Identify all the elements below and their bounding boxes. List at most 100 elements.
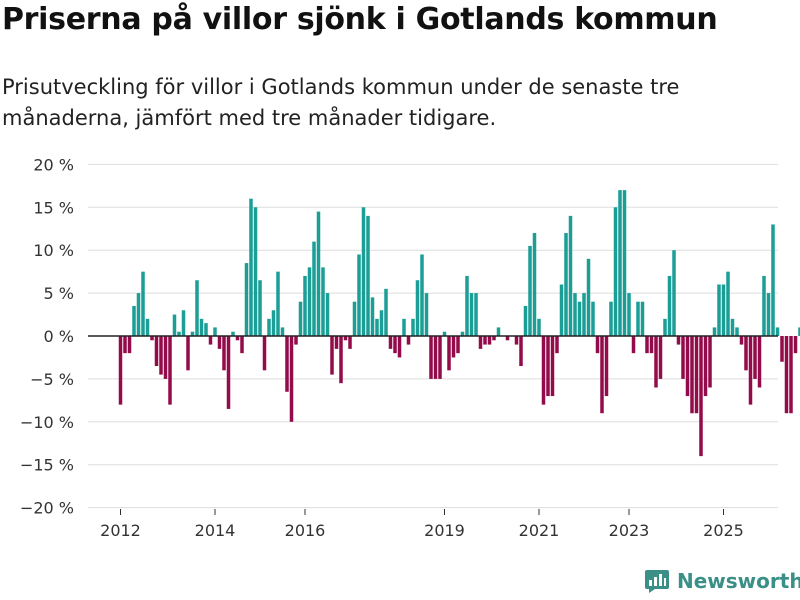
y-tick-label: −20 % [20, 499, 74, 518]
bar [276, 271, 280, 336]
bar [352, 301, 357, 336]
bar [132, 305, 136, 336]
bar [424, 293, 429, 336]
bar [658, 336, 663, 379]
bar [645, 336, 649, 354]
bar [294, 336, 298, 345]
bar [136, 293, 141, 336]
bar [222, 336, 226, 371]
y-tick-label: −5 % [30, 370, 74, 389]
bar [478, 336, 483, 349]
bar [127, 336, 132, 354]
bar [258, 280, 262, 336]
y-tick-label: 0 % [44, 327, 74, 346]
bar [168, 336, 172, 405]
bar-chart: 20 % 15 % 10 % 5 % 0 % −5 % −10 % −15 % −20 % 20… [20, 155, 800, 540]
bars [118, 190, 800, 457]
bar [519, 336, 523, 367]
bar [145, 318, 150, 336]
bar [330, 336, 334, 375]
bar [730, 318, 735, 336]
bar [748, 336, 753, 405]
bar [312, 241, 316, 336]
bar [456, 336, 460, 354]
bar [766, 293, 771, 336]
bar [285, 336, 289, 392]
bar [154, 336, 159, 367]
bar [559, 284, 564, 336]
bar [442, 331, 447, 336]
bar [465, 275, 469, 336]
bar [217, 336, 222, 349]
bar [172, 314, 177, 336]
bar [177, 331, 181, 336]
bar [586, 258, 591, 336]
bar [370, 297, 375, 336]
bar [429, 336, 433, 379]
bar [249, 198, 253, 336]
bar [163, 336, 168, 379]
bar [316, 211, 321, 336]
bar [568, 215, 573, 336]
bar [379, 310, 384, 336]
bar [415, 280, 420, 336]
bar [280, 327, 285, 336]
bar [469, 293, 474, 336]
bar [609, 301, 613, 336]
bar [271, 310, 276, 336]
bar [384, 288, 388, 336]
bar [262, 336, 267, 371]
bar [672, 250, 676, 336]
bar [537, 318, 541, 336]
bar [433, 336, 438, 379]
bar [582, 293, 586, 336]
x-tick-label: 2014 [195, 521, 236, 540]
bar [631, 336, 636, 354]
x-tick-label: 2023 [609, 521, 650, 540]
bar [303, 275, 307, 336]
bar [483, 336, 487, 345]
bar [181, 310, 186, 336]
bar [550, 336, 555, 397]
y-tick-label: 10 % [33, 241, 74, 260]
x-tick-label: 2025 [703, 521, 744, 540]
bar [366, 215, 370, 336]
bar [339, 336, 343, 384]
bar [613, 207, 618, 336]
bar [298, 301, 303, 336]
bar [195, 280, 199, 336]
bar [325, 293, 330, 336]
bar [420, 254, 424, 336]
bar [780, 336, 784, 362]
bar [375, 318, 379, 336]
bar [505, 336, 510, 341]
bar [213, 327, 217, 336]
bar [307, 267, 312, 336]
bar [474, 293, 478, 336]
bar [388, 336, 393, 349]
bar [555, 336, 559, 354]
bar [699, 336, 703, 457]
x-axis: 2012 2014 2016 2019 2021 2023 2025 [100, 509, 744, 540]
bar [577, 301, 582, 336]
brand-name: Newsworthy [677, 569, 800, 593]
bar [438, 336, 442, 379]
bar [789, 336, 793, 414]
bar [757, 336, 762, 388]
grid-lines [88, 163, 778, 509]
bar [334, 336, 339, 349]
bar [595, 336, 600, 354]
bar [735, 327, 739, 336]
bar [118, 336, 123, 405]
bar [514, 336, 519, 345]
bar [393, 336, 397, 354]
bar [253, 207, 258, 336]
bar [451, 336, 456, 358]
bar [532, 233, 537, 336]
bar [204, 323, 208, 336]
bar [541, 336, 546, 405]
newsworthy-logo-icon [645, 570, 669, 593]
bar [492, 336, 496, 341]
bar [226, 336, 231, 409]
bar [663, 318, 667, 336]
